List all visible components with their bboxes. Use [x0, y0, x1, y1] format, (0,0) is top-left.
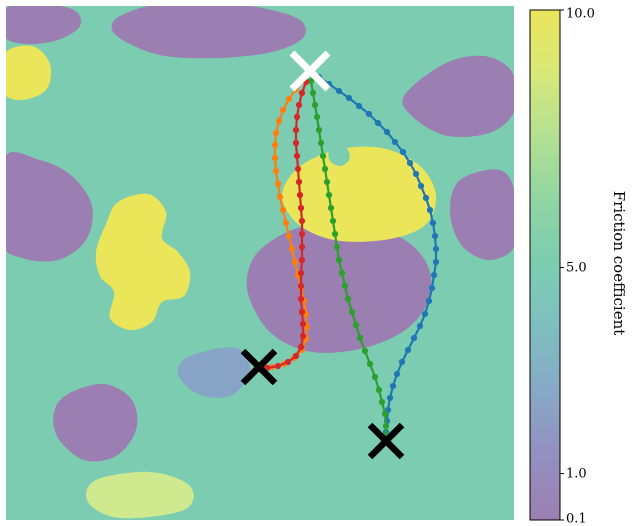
- colorbar-tick-5: 5.0: [566, 260, 587, 276]
- map-region-left-center-yellow: [95, 193, 191, 331]
- colorbar-tick-0-1: 0.1: [566, 511, 587, 526]
- map-region-top-left-purple: [6, 6, 82, 45]
- colorbar: [529, 9, 564, 521]
- map-region-left-purple: [6, 151, 93, 262]
- map-region-right-purple: [449, 169, 514, 261]
- map-region-bottom-left-purple: [53, 383, 138, 462]
- colorbar-tick-10: 10.0: [566, 6, 595, 22]
- map-region-left-edge-yellow: [6, 45, 52, 100]
- trajectory-red: [263, 78, 310, 372]
- colorbar-title: Friction coefficient: [610, 190, 628, 336]
- colorbar-tick-1: 1.0: [566, 466, 587, 482]
- map-region-bottom-light-green: [86, 471, 194, 519]
- map-region-left-triangle-blue: [177, 347, 251, 398]
- map-region-center-teal-hole: [328, 143, 350, 167]
- map-region-top-right-purple: [402, 55, 514, 138]
- trajectory-orange: [268, 76, 311, 371]
- goal-marker-1: [240, 348, 278, 386]
- map-region-top-center-purple: [111, 6, 306, 59]
- colorbar-gradient: [529, 9, 561, 521]
- trajectory-green: [307, 77, 390, 440]
- start-marker: [289, 50, 331, 92]
- map-region-center-yellow: [282, 146, 437, 242]
- goal-marker-2: [367, 422, 405, 460]
- friction-map: [6, 6, 514, 520]
